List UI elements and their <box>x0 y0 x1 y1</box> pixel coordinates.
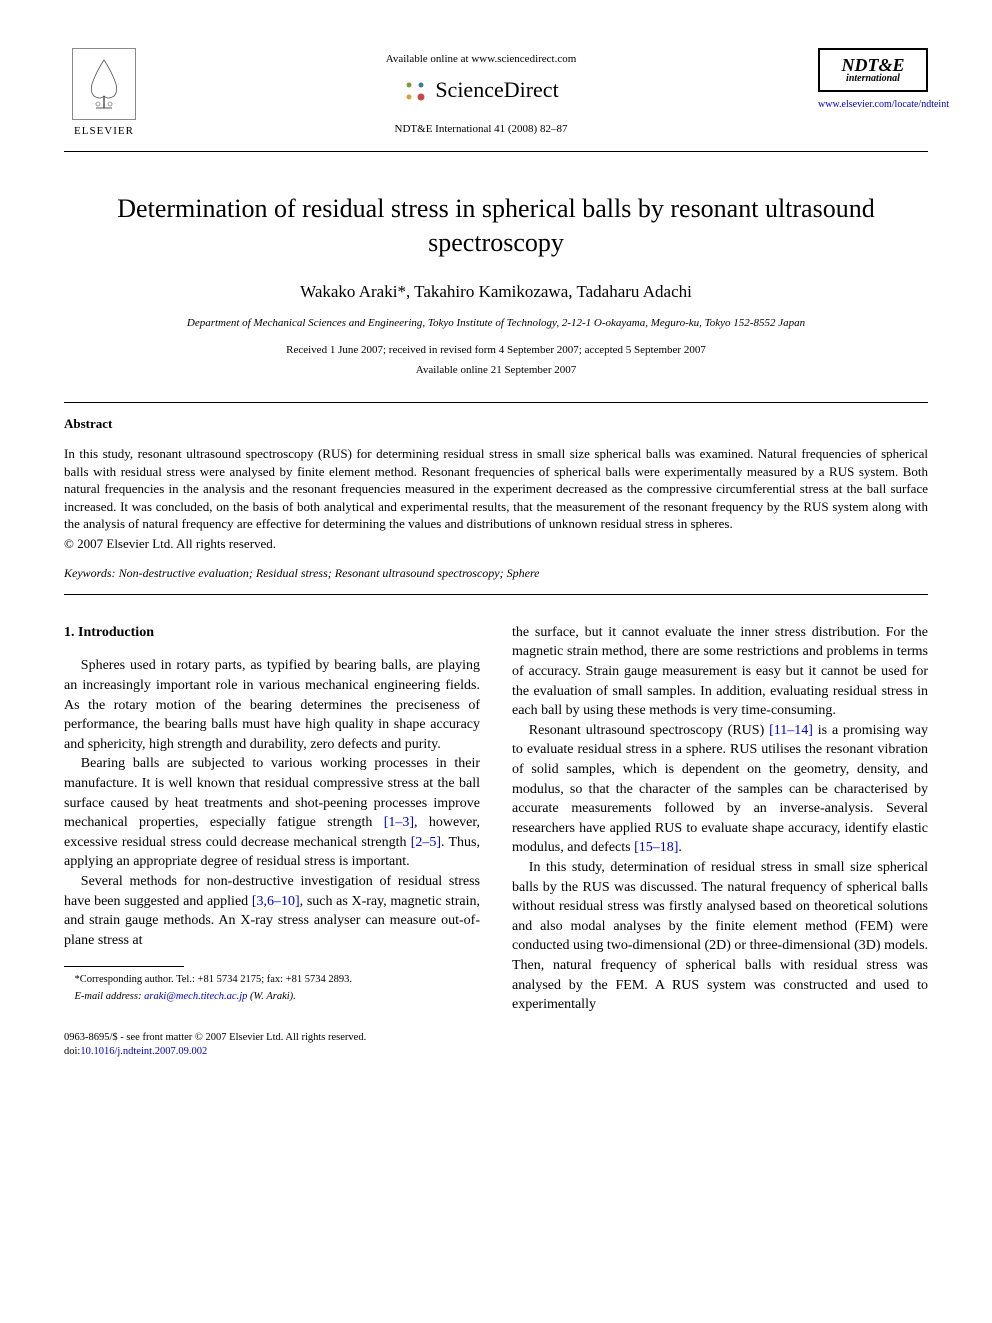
journal-reference: NDT&E International 41 (2008) 82–87 <box>144 122 818 137</box>
footer-bottom: 0963-8695/$ - see front matter © 2007 El… <box>64 1031 928 1060</box>
sciencedirect-text: ScienceDirect <box>435 75 558 106</box>
abstract-bottom-rule <box>64 594 928 595</box>
footer-left: 0963-8695/$ - see front matter © 2007 El… <box>64 1031 366 1060</box>
doi-line: doi:10.1016/j.ndteint.2007.09.002 <box>64 1045 366 1060</box>
section-1-heading: 1. Introduction <box>64 623 480 643</box>
doi-label: doi: <box>64 1046 80 1057</box>
ref-link-2-5[interactable]: [2–5] <box>411 835 441 850</box>
copyright-line: © 2007 Elsevier Ltd. All rights reserved… <box>64 535 928 553</box>
ndte-logo-bottom: international <box>824 74 922 84</box>
intro-para-1: Spheres used in rotary parts, as typifie… <box>64 656 480 754</box>
left-column: 1. Introduction Spheres used in rotary p… <box>64 623 480 1015</box>
ref-link-1-3[interactable]: [1–3] <box>384 815 414 830</box>
keywords-label: Keywords: <box>64 566 116 580</box>
email-link[interactable]: araki@mech.titech.ac.jp <box>144 991 247 1002</box>
abstract-text: In this study, resonant ultrasound spect… <box>64 445 928 533</box>
keywords-line: Keywords: Non-destructive evaluation; Re… <box>64 565 928 582</box>
corresponding-author: *Corresponding author. Tel.: +81 5734 21… <box>64 973 480 988</box>
body-columns: 1. Introduction Spheres used in rotary p… <box>64 623 928 1015</box>
affiliation: Department of Mechanical Sciences and En… <box>64 316 928 331</box>
header-center: Available online at www.sciencedirect.co… <box>144 48 818 138</box>
header-rule <box>64 151 928 152</box>
authors: Wakako Araki*, Takahiro Kamikozawa, Tada… <box>64 280 928 304</box>
abstract-heading: Abstract <box>64 415 928 433</box>
email-line: E-mail address: araki@mech.titech.ac.jp … <box>64 990 480 1005</box>
intro-para-3: Several methods for non-destructive inve… <box>64 872 480 950</box>
email-label: E-mail address: <box>75 991 142 1002</box>
ref-link-3-6-10[interactable]: [3,6–10] <box>252 894 300 909</box>
sciencedirect-icon <box>403 79 427 103</box>
elsevier-text: ELSEVIER <box>74 124 134 139</box>
article-dates: Received 1 June 2007; received in revise… <box>64 343 928 358</box>
journal-url-link[interactable]: www.elsevier.com/locate/ndteint <box>818 98 928 112</box>
available-online-text: Available online at www.sciencedirect.co… <box>144 52 818 67</box>
ref-link-11-14[interactable]: [11–14] <box>769 723 813 738</box>
doi-link[interactable]: 10.1016/j.ndteint.2007.09.002 <box>80 1046 207 1057</box>
intro-para-2: Bearing balls are subjected to various w… <box>64 754 480 872</box>
ref-link-15-18[interactable]: [15–18] <box>634 840 678 855</box>
ndte-logo-top: NDT&E <box>824 56 922 74</box>
elsevier-logo: ELSEVIER <box>64 48 144 139</box>
journal-logo: NDT&E international www.elsevier.com/loc… <box>818 48 928 112</box>
ndte-logo-box: NDT&E international <box>818 48 928 92</box>
article-title: Determination of residual stress in sphe… <box>64 192 928 260</box>
intro-para-4: Resonant ultrasound spectroscopy (RUS) [… <box>512 721 928 858</box>
email-author: (W. Araki). <box>250 991 296 1002</box>
footnote-rule <box>64 966 184 967</box>
abstract-top-rule <box>64 402 928 403</box>
sciencedirect-logo: ScienceDirect <box>144 75 818 106</box>
intro-para-5: In this study, determination of residual… <box>512 858 928 1015</box>
elsevier-tree-icon <box>72 48 136 120</box>
front-matter-line: 0963-8695/$ - see front matter © 2007 El… <box>64 1031 366 1046</box>
keywords-text: Non-destructive evaluation; Residual str… <box>119 566 540 580</box>
intro-para-3-cont: the surface, but it cannot evaluate the … <box>512 623 928 721</box>
page-header: ELSEVIER Available online at www.science… <box>64 48 928 139</box>
available-online-date: Available online 21 September 2007 <box>64 363 928 378</box>
right-column: the surface, but it cannot evaluate the … <box>512 623 928 1015</box>
